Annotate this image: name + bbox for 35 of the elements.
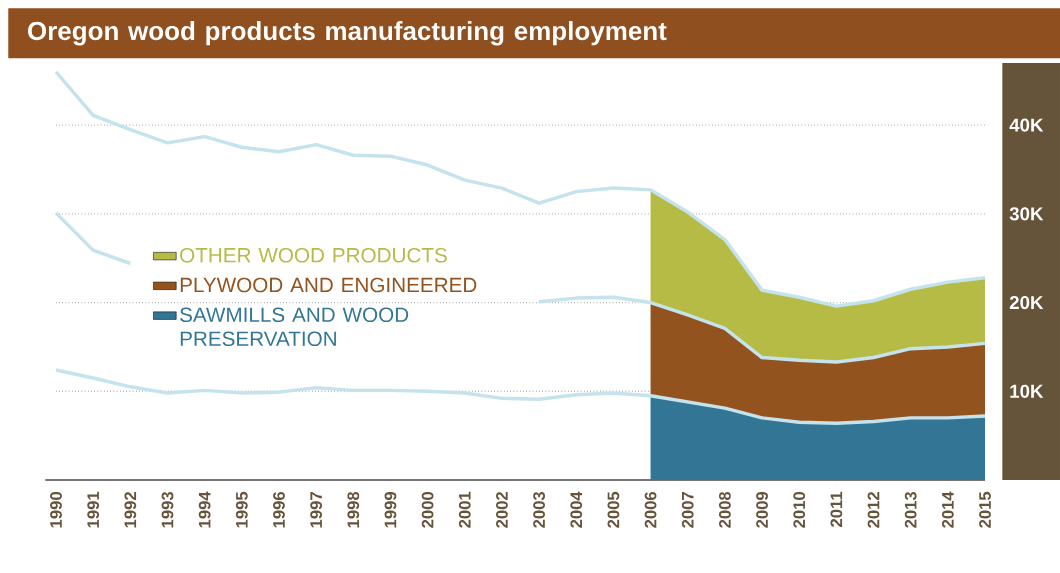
x-tick-label: 2011 [830, 491, 843, 527]
x-tick-label: 2010 [793, 492, 806, 528]
x-tick-label: 1992 [124, 492, 137, 528]
y-tick-label: 30K [1009, 207, 1044, 221]
x-tick-label: 1994 [198, 491, 211, 528]
x-tick-label: 2014 [941, 491, 954, 528]
legend-label: OTHER WOOD PRODUCTS [180, 247, 447, 263]
x-tick-label: 1997 [310, 492, 323, 528]
x-tick-label: 1999 [384, 491, 397, 528]
x-tick-label: 2012 [867, 492, 880, 528]
x-tick-label: 1996 [273, 491, 285, 528]
x-tick-label: 2015 [979, 491, 991, 528]
y-tick-label: 20K [1009, 295, 1044, 310]
x-tick-label: 1993 [161, 491, 174, 528]
x-tick-label: 2003 [533, 491, 545, 528]
x-tick-label: 2013 [904, 491, 917, 528]
x-tick-label: 2009 [756, 491, 768, 528]
x-tick-label: 2004 [570, 491, 583, 528]
x-tick-label: 2007 [681, 492, 694, 528]
x-tick-label: 1995 [235, 491, 248, 528]
x-tick-label: 2001 [458, 491, 471, 528]
x-tick-label: 1990 [50, 492, 62, 528]
x-tick-label: 2000 [421, 492, 434, 528]
legend-label: PLYWOOD AND ENGINEERED [180, 277, 477, 293]
chart-title: Oregon wood products manufacturing employment [28, 21, 667, 46]
x-tick-label: 2002 [496, 492, 508, 528]
x-tick-label: 1991 [87, 491, 100, 528]
x-tick-label: 2006 [644, 491, 657, 528]
line-series [54, 70, 987, 308]
x-tick-label: 2005 [607, 491, 620, 528]
legend-label: SAWMILLS AND WOOD PRESERVATION [180, 307, 409, 347]
x-tick-label: 1998 [347, 491, 360, 528]
x-tick-label: 2008 [718, 491, 731, 528]
y-tick-label: 40K [1009, 118, 1044, 132]
y-tick-label: 10K [1010, 384, 1044, 398]
